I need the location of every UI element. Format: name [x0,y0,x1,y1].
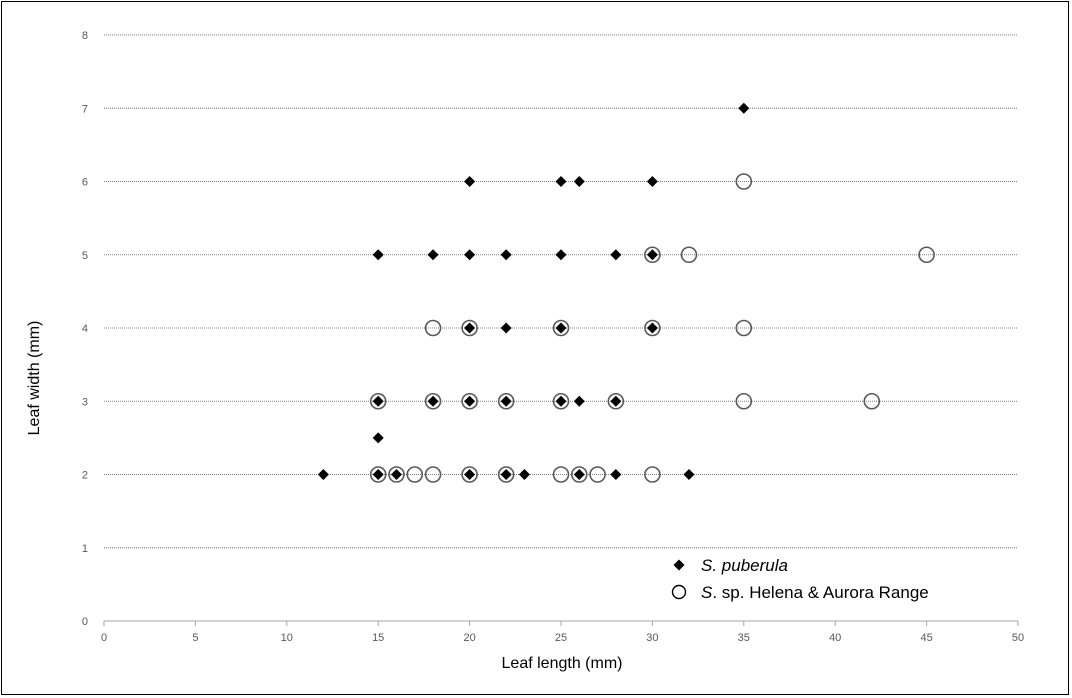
point-helena-0 [369,466,387,483]
point-puberula-5 [518,469,530,480]
legend-marker-diamond [673,559,685,571]
point-helena-8 [589,466,606,483]
x-tick-label-50: 50 [1012,632,1024,644]
x-tick-label-10: 10 [281,632,293,644]
y-tick-label-1: 1 [82,543,88,555]
point-puberula-31 [646,176,658,187]
y-axis-title: Leaf width (mm) [26,321,43,436]
point-puberula-17 [464,322,476,334]
point-puberula-29 [555,176,567,187]
point-helena-25 [918,246,935,264]
gridlines [104,34,1018,549]
point-helena-9 [644,466,661,483]
point-puberula-2 [390,469,402,480]
legend-label-puberula: S. puberula [701,556,788,575]
point-helena-20 [552,319,570,337]
point-helena-21 [644,319,661,337]
legend-item-helena: S. sp. Helena & Aurora Range [671,583,929,602]
x-axis-title: Leaf length (mm) [502,655,623,672]
point-puberula-23 [464,249,476,261]
x-tick-label-45: 45 [920,632,932,644]
x-tick-label-20: 20 [463,632,475,644]
point-puberula-9 [372,432,384,444]
point-helena-3 [424,466,442,483]
point-helena-7 [570,466,588,483]
point-puberula-24 [500,249,512,261]
point-helena-11 [424,392,442,410]
point-puberula-8 [683,469,695,480]
point-helena-12 [461,392,478,410]
x-tick-label-35: 35 [738,632,750,644]
point-puberula-28 [464,176,476,187]
point-puberula-1 [372,469,384,480]
point-puberula-32 [738,102,750,114]
point-helena-24 [680,246,698,264]
point-puberula-15 [573,395,585,407]
point-helena-23 [644,246,661,264]
x-tick-label-25: 25 [555,632,567,644]
y-tick-label-6: 6 [82,177,88,189]
point-helena-15 [607,392,625,410]
point-puberula-13 [500,395,512,407]
y-tick-label-4: 4 [82,323,88,335]
point-helena-2 [406,466,424,483]
point-helena-4 [461,466,478,483]
point-helena-19 [461,319,478,337]
y-tick-label-2: 2 [82,470,88,482]
y-tick-label-3: 3 [82,396,88,408]
point-helena-6 [552,466,570,483]
point-puberula-22 [427,249,439,261]
point-helena-26 [735,173,753,190]
y-tick-label-0: 0 [82,616,88,628]
data-points [317,102,935,483]
point-puberula-27 [646,249,658,261]
point-helena-1 [388,466,405,483]
point-puberula-6 [573,469,585,480]
point-helena-16 [735,392,753,410]
point-puberula-18 [500,322,512,334]
y-tick-label-7: 7 [82,103,88,115]
point-puberula-7 [610,469,622,480]
x-tick-label-15: 15 [372,632,384,644]
point-puberula-16 [610,395,622,407]
x-tick-label-0: 0 [101,632,107,644]
point-puberula-10 [372,395,384,407]
point-puberula-14 [555,395,567,407]
point-puberula-21 [372,249,384,261]
point-puberula-3 [464,469,476,480]
point-puberula-0 [317,469,329,480]
y-tick-label-8: 8 [82,30,88,42]
point-puberula-20 [646,322,658,334]
point-puberula-26 [610,249,622,261]
y-tick-label-5: 5 [82,250,88,262]
legend: S. puberula S. sp. Helena & Aurora Range [671,556,929,602]
legend-marker-circle [671,584,687,600]
point-helena-22 [735,319,753,337]
legend-item-puberula: S. puberula [673,556,788,575]
point-helena-17 [863,392,881,410]
point-puberula-30 [573,176,585,187]
point-helena-10 [369,392,387,410]
point-puberula-19 [555,322,567,334]
axes [103,620,1019,626]
point-helena-18 [424,319,442,337]
point-helena-13 [497,392,515,410]
point-puberula-12 [464,395,476,407]
point-helena-14 [552,392,570,410]
point-puberula-11 [427,395,439,407]
x-tick-label-5: 5 [192,632,198,644]
point-puberula-25 [555,249,567,261]
legend-label-helena: S. sp. Helena & Aurora Range [701,583,929,602]
x-tick-label-30: 30 [646,632,658,644]
point-helena-5 [497,466,515,483]
x-tick-label-40: 40 [829,632,841,644]
point-puberula-4 [500,469,512,480]
